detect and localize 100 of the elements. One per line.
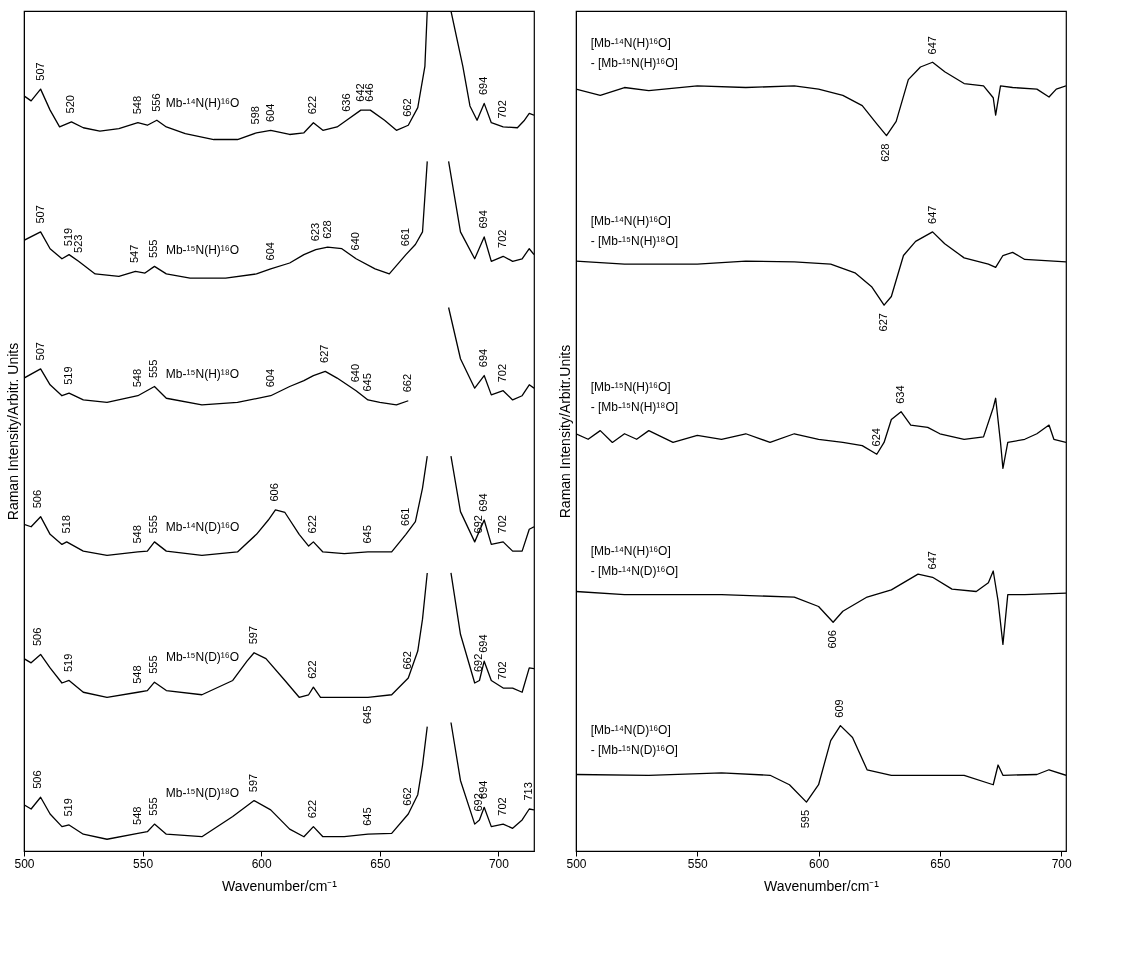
annotation: 622: [306, 95, 319, 115]
annotation: 548: [130, 806, 143, 825]
annotation: 507: [33, 205, 46, 224]
annotation: 606: [826, 630, 839, 649]
annotation: 597: [247, 773, 260, 793]
x-tick-label: 650: [930, 856, 951, 871]
annotation: 702: [496, 229, 509, 248]
annotation: 604: [263, 368, 276, 388]
annotation: 642: [353, 83, 366, 102]
x-tick-label: 700: [488, 856, 510, 871]
annotation: 694: [477, 210, 490, 229]
x-tick-label: 600: [251, 856, 273, 871]
x-tick-label: 700: [1051, 856, 1072, 871]
annotation: 628: [320, 220, 333, 239]
annotation: 520: [64, 95, 77, 114]
annotation: 702: [496, 100, 509, 119]
series-label: Mb-¹⁵N(H)¹⁶O: [165, 243, 240, 258]
annotation: 624: [869, 428, 882, 447]
series-label: Mb-¹⁵N(D)¹⁶O: [165, 649, 240, 664]
annotation: 555: [147, 359, 160, 379]
x-tick-label: 650: [370, 856, 391, 871]
annotation: 555: [147, 239, 160, 258]
annotation: 595: [799, 809, 812, 829]
annotation: 627: [877, 313, 890, 332]
annotation: 548: [130, 368, 143, 388]
annotation: 519: [62, 366, 75, 385]
annotation: 547: [128, 244, 141, 263]
annotation: 506: [31, 627, 44, 647]
annotation: 627: [318, 344, 331, 363]
annotation: 506: [31, 489, 44, 509]
annotation: 628: [879, 143, 892, 162]
annotation: 506: [31, 770, 44, 789]
x-tick-label: 500: [14, 856, 35, 871]
x-tick-label: 500: [566, 856, 587, 871]
annotation: 622: [306, 660, 319, 679]
series-label: [Mb-¹⁵N(H)¹⁶O] - [Mb-¹⁵N(H)¹⁸O]: [590, 380, 679, 415]
series-label: Mb-¹⁵N(H)¹⁸O: [165, 367, 240, 382]
annotation: 647: [925, 551, 938, 570]
series-label: Mb-¹⁴N(D)¹⁶O: [165, 520, 240, 535]
annotation: 702: [496, 661, 509, 680]
series-label: Mb-¹⁵N(D)¹⁸O: [165, 785, 240, 800]
x-tick-label: 550: [687, 856, 709, 871]
annotation: 694: [477, 493, 490, 512]
annotation: 702: [496, 515, 509, 534]
annotation: 556: [149, 93, 162, 112]
annotation: 640: [349, 232, 362, 251]
annotation: 662: [401, 651, 414, 670]
annotation: 694: [477, 348, 490, 368]
y-axis-title: Raman Intensity/Arbitr.Units: [556, 344, 573, 519]
annotation: 636: [339, 93, 352, 112]
annotation: 623: [308, 222, 321, 242]
annotation: 597: [247, 626, 260, 645]
annotation: 609: [833, 699, 846, 718]
annotation: 694: [477, 76, 490, 95]
annotation: 662: [401, 787, 414, 806]
annotation: 646: [363, 83, 376, 102]
annotation: 598: [249, 106, 262, 125]
x-tick-label: 550: [133, 856, 154, 871]
x-axis-title: Wavenumber/cm⁻¹: [222, 877, 338, 894]
annotation: 647: [925, 36, 938, 55]
annotation: 692: [472, 653, 485, 673]
annotation: 713: [522, 782, 535, 801]
annotation: 694: [477, 634, 490, 653]
annotation: 645: [360, 807, 373, 826]
annotation: 702: [496, 363, 509, 383]
annotation: 645: [360, 705, 373, 725]
annotation: 519: [62, 653, 75, 673]
annotation: 555: [147, 515, 160, 534]
series-label: [Mb-¹⁴N(H)¹⁶O] - [Mb-¹⁵N(H)¹⁸O]: [590, 213, 679, 248]
annotation: 622: [306, 515, 319, 534]
annotation: 604: [263, 242, 276, 261]
annotation: 507: [33, 62, 46, 81]
annotation: 661: [398, 227, 411, 247]
y-axis-title: Raman Intensity/Arbitr. Units: [4, 342, 21, 521]
annotation: 519: [62, 798, 75, 817]
annotation: 548: [130, 95, 143, 115]
series-label: [Mb-¹⁴N(D)¹⁶O] - [Mb-¹⁵N(D)¹⁶O]: [590, 722, 678, 757]
annotation: 661: [398, 507, 411, 526]
annotation: 518: [59, 515, 72, 534]
annotation: 555: [147, 797, 160, 816]
annotation: 645: [360, 373, 373, 392]
x-tick-label: 600: [809, 856, 830, 871]
annotation: 548: [130, 665, 143, 684]
series-label: Mb-¹⁴N(H)¹⁶O: [165, 96, 240, 111]
annotation: 645: [360, 525, 373, 544]
series-label: [Mb-¹⁴N(H)¹⁶O] - [Mb-¹⁵N(H)¹⁶O]: [590, 35, 678, 70]
annotation: 606: [268, 483, 281, 502]
annotation: 662: [401, 98, 414, 117]
annotation: 622: [306, 799, 319, 819]
annotation: 634: [894, 385, 907, 404]
annotation: 640: [349, 363, 362, 383]
annotation: 548: [130, 525, 143, 544]
annotation: 647: [925, 205, 938, 224]
annotation: 692: [472, 515, 485, 534]
annotation: 555: [147, 655, 160, 674]
annotation: 702: [496, 797, 509, 816]
annotation: 662: [401, 374, 414, 393]
annotation: 604: [263, 103, 276, 122]
x-axis-title: Wavenumber/cm⁻¹: [764, 877, 880, 894]
series-label: [Mb-¹⁴N(H)¹⁶O] - [Mb-¹⁴N(D)¹⁶O]: [590, 544, 679, 579]
